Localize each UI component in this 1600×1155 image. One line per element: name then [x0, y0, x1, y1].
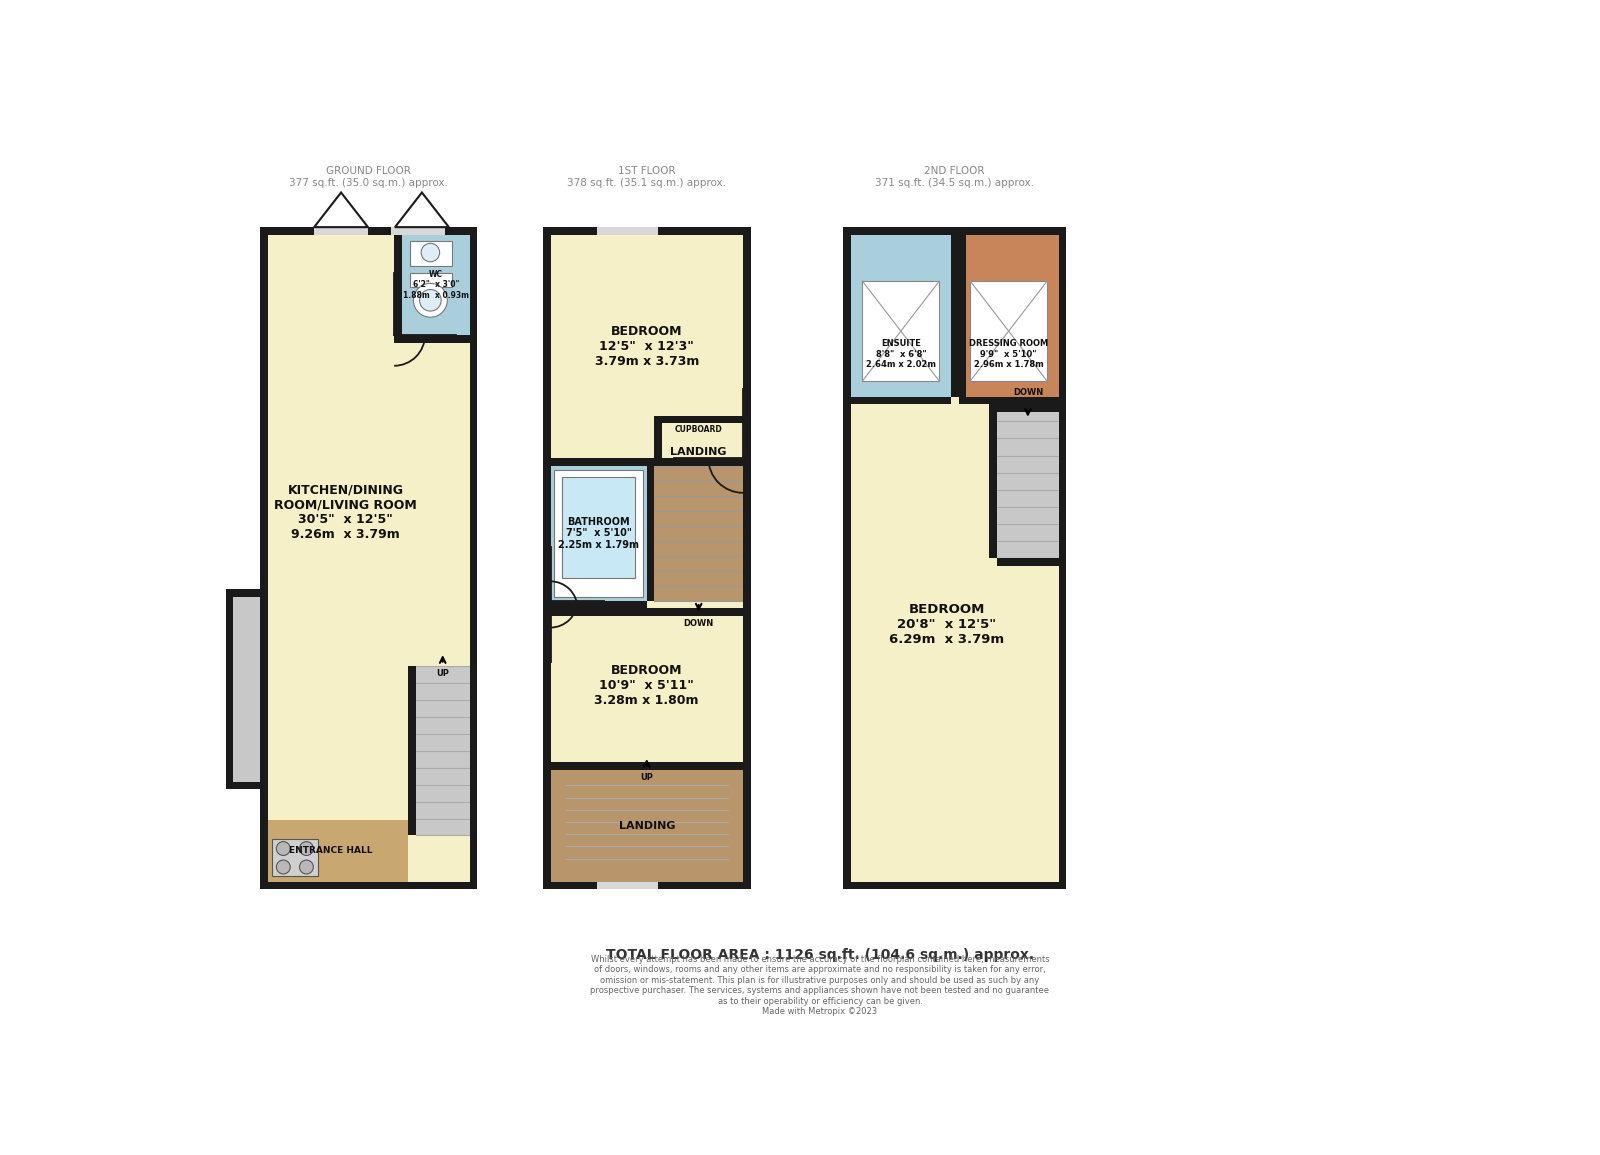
- Bar: [970, 281, 1046, 381]
- Bar: [542, 228, 550, 889]
- Bar: [394, 234, 402, 343]
- Bar: [742, 228, 750, 889]
- Bar: [550, 770, 742, 866]
- Polygon shape: [395, 193, 450, 228]
- Bar: [470, 228, 477, 889]
- Bar: [597, 881, 658, 889]
- Bar: [950, 234, 958, 396]
- Bar: [550, 762, 742, 770]
- Bar: [226, 589, 261, 597]
- Bar: [843, 228, 851, 889]
- Circle shape: [277, 860, 290, 874]
- Bar: [314, 228, 368, 234]
- Bar: [226, 782, 261, 789]
- Bar: [390, 228, 445, 234]
- Bar: [402, 234, 470, 335]
- Bar: [550, 234, 742, 881]
- Circle shape: [421, 244, 440, 262]
- Circle shape: [277, 842, 290, 856]
- Bar: [851, 234, 950, 396]
- Text: ENTRANCE HALL: ENTRANCE HALL: [288, 847, 373, 856]
- Bar: [410, 274, 451, 288]
- Text: TOTAL FLOOR AREA : 1126 sq.ft. (104.6 sq.m.) approx.: TOTAL FLOOR AREA : 1126 sq.ft. (104.6 sq…: [606, 948, 1034, 962]
- Text: Whilst every attempt has been made to ensure the accuracy of the floorplan conta: Whilst every attempt has been made to en…: [590, 955, 1050, 1016]
- Bar: [654, 416, 662, 459]
- Text: BEDROOM
12'5"  x 12'3"
3.79m x 3.73m: BEDROOM 12'5" x 12'3" 3.79m x 3.73m: [595, 325, 699, 368]
- Bar: [997, 404, 1059, 412]
- Circle shape: [413, 283, 448, 318]
- Bar: [851, 396, 950, 404]
- Bar: [416, 666, 470, 835]
- Bar: [550, 609, 742, 616]
- Text: UP: UP: [437, 669, 450, 678]
- Text: DOWN: DOWN: [683, 619, 714, 628]
- Bar: [272, 840, 318, 877]
- Bar: [410, 241, 451, 266]
- Bar: [542, 228, 750, 234]
- Bar: [851, 234, 1059, 881]
- Bar: [542, 881, 750, 889]
- Bar: [843, 881, 1067, 889]
- Bar: [997, 404, 1059, 558]
- Circle shape: [299, 860, 314, 874]
- Bar: [261, 881, 477, 889]
- Text: DOWN: DOWN: [1013, 388, 1043, 397]
- Bar: [958, 234, 1059, 396]
- Bar: [402, 335, 470, 343]
- Text: ENSUITE
8'8"  x 6'8"
2.64m x 2.02m: ENSUITE 8'8" x 6'8" 2.64m x 2.02m: [866, 340, 936, 370]
- Bar: [550, 465, 646, 601]
- Bar: [226, 589, 261, 782]
- Bar: [261, 228, 477, 234]
- Text: 2ND FLOOR
371 sq.ft. (34.5 sq.m.) approx.: 2ND FLOOR 371 sq.ft. (34.5 sq.m.) approx…: [875, 166, 1034, 188]
- Text: CUPBOARD: CUPBOARD: [675, 425, 723, 434]
- Bar: [843, 228, 1067, 234]
- Bar: [267, 820, 408, 881]
- Text: 1ST FLOOR
378 sq.ft. (35.1 sq.m.) approx.: 1ST FLOOR 378 sq.ft. (35.1 sq.m.) approx…: [568, 166, 726, 188]
- Bar: [267, 234, 470, 881]
- Text: BEDROOM
20'8"  x 12'5"
6.29m  x 3.79m: BEDROOM 20'8" x 12'5" 6.29m x 3.79m: [890, 603, 1005, 646]
- Text: WC
6'2"  x 3'0"
1.88m  x 0.93m: WC 6'2" x 3'0" 1.88m x 0.93m: [403, 270, 469, 300]
- Bar: [646, 465, 654, 601]
- Bar: [550, 609, 742, 762]
- Bar: [267, 728, 470, 881]
- Text: LANDING: LANDING: [619, 821, 675, 830]
- Bar: [654, 465, 742, 601]
- Polygon shape: [314, 193, 368, 228]
- Bar: [550, 459, 742, 465]
- Bar: [550, 770, 742, 881]
- Text: LANDING: LANDING: [670, 447, 726, 457]
- Bar: [958, 234, 966, 396]
- Bar: [408, 666, 416, 835]
- Bar: [1059, 228, 1067, 889]
- Bar: [550, 601, 646, 609]
- Bar: [562, 477, 635, 578]
- Text: GROUND FLOOR
377 sq.ft. (35.0 sq.m.) approx.: GROUND FLOOR 377 sq.ft. (35.0 sq.m.) app…: [290, 166, 448, 188]
- Text: BEDROOM
10'9"  x 5'11"
3.28m x 1.80m: BEDROOM 10'9" x 5'11" 3.28m x 1.80m: [595, 664, 699, 707]
- Text: KITCHEN/DINING
ROOM/LIVING ROOM
30'5"  x 12'5"
9.26m  x 3.79m: KITCHEN/DINING ROOM/LIVING ROOM 30'5" x …: [274, 483, 418, 541]
- Bar: [654, 416, 742, 459]
- Text: BATHROOM
7'5"  x 5'10"
2.25m x 1.79m: BATHROOM 7'5" x 5'10" 2.25m x 1.79m: [558, 516, 638, 550]
- Text: DRESSING ROOM
9'9"  x 5'10"
2.96m x 1.78m: DRESSING ROOM 9'9" x 5'10" 2.96m x 1.78m: [970, 340, 1048, 370]
- Bar: [862, 281, 939, 381]
- Bar: [597, 228, 658, 234]
- Bar: [989, 404, 997, 558]
- Bar: [654, 416, 742, 424]
- Bar: [554, 470, 643, 597]
- Bar: [226, 589, 234, 782]
- Bar: [958, 396, 1059, 404]
- Circle shape: [419, 290, 442, 311]
- Bar: [261, 228, 267, 889]
- Text: UP: UP: [640, 773, 653, 782]
- Circle shape: [299, 842, 314, 856]
- Bar: [997, 558, 1059, 566]
